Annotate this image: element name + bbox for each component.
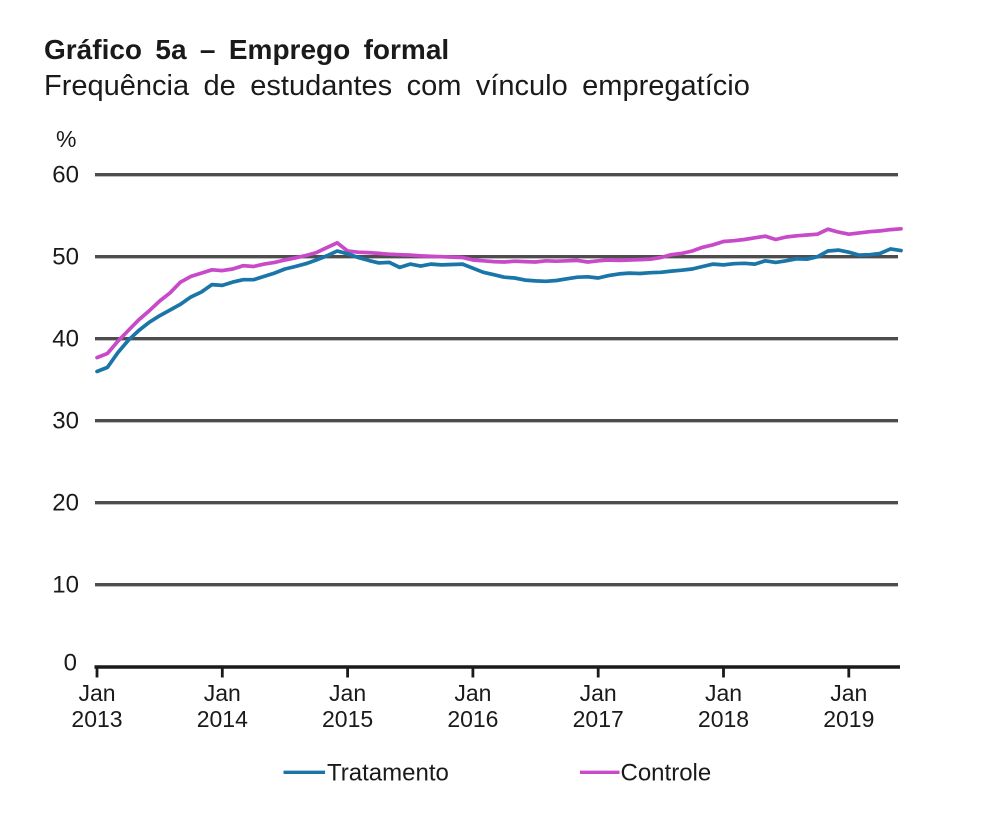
- svg-text:50: 50: [52, 244, 79, 271]
- svg-text:2013: 2013: [71, 706, 122, 732]
- svg-text:0: 0: [64, 650, 77, 677]
- svg-text:10: 10: [52, 572, 79, 599]
- svg-text:Jan: Jan: [454, 680, 491, 706]
- svg-text:Jan: Jan: [705, 680, 742, 706]
- svg-text:2017: 2017: [573, 706, 624, 732]
- svg-text:2019: 2019: [823, 706, 874, 732]
- svg-text:60: 60: [52, 162, 79, 189]
- svg-text:Tratamento: Tratamento: [327, 760, 449, 787]
- svg-text:2018: 2018: [698, 706, 749, 732]
- svg-text:2014: 2014: [197, 706, 248, 732]
- svg-text:40: 40: [52, 326, 79, 353]
- svg-text:Controle: Controle: [621, 760, 712, 787]
- svg-text:Jan: Jan: [78, 680, 115, 706]
- svg-text:2015: 2015: [322, 706, 373, 732]
- svg-text:Jan: Jan: [204, 680, 241, 706]
- svg-text:Jan: Jan: [830, 680, 867, 706]
- svg-text:30: 30: [52, 408, 79, 435]
- svg-text:Jan: Jan: [580, 680, 617, 706]
- svg-text:2016: 2016: [447, 706, 498, 732]
- svg-text:20: 20: [52, 490, 79, 517]
- svg-text:%: %: [56, 126, 76, 152]
- svg-text:Jan: Jan: [329, 680, 366, 706]
